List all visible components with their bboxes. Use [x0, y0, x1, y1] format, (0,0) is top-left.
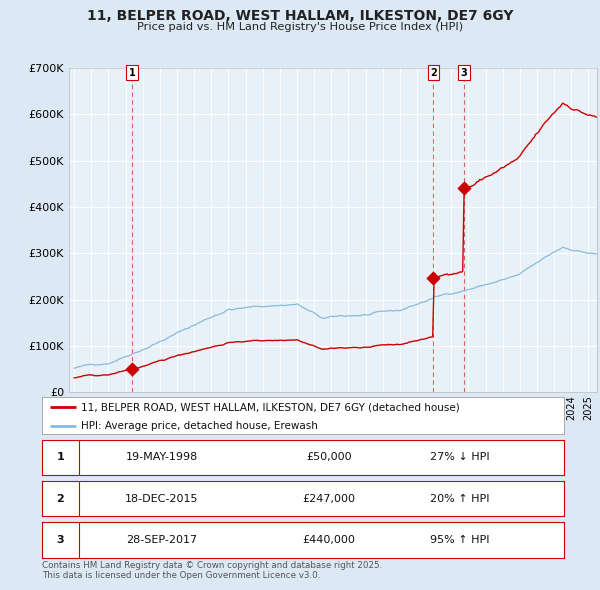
Text: HPI: Average price, detached house, Erewash: HPI: Average price, detached house, Erew…	[81, 421, 318, 431]
Text: 11, BELPER ROAD, WEST HALLAM, ILKESTON, DE7 6GY: 11, BELPER ROAD, WEST HALLAM, ILKESTON, …	[87, 9, 513, 23]
Text: 3: 3	[56, 535, 64, 545]
Text: 18-DEC-2015: 18-DEC-2015	[125, 494, 199, 503]
Text: 1: 1	[56, 453, 64, 462]
Point	[459, 183, 469, 193]
Text: 2: 2	[56, 494, 64, 503]
Point	[428, 273, 438, 283]
Text: 28-SEP-2017: 28-SEP-2017	[127, 535, 197, 545]
Text: Contains HM Land Registry data © Crown copyright and database right 2025.
This d: Contains HM Land Registry data © Crown c…	[42, 560, 382, 580]
Text: 95% ↑ HPI: 95% ↑ HPI	[430, 535, 490, 545]
Text: £247,000: £247,000	[302, 494, 356, 503]
Text: 19-MAY-1998: 19-MAY-1998	[126, 453, 198, 462]
Text: Price paid vs. HM Land Registry's House Price Index (HPI): Price paid vs. HM Land Registry's House …	[137, 22, 463, 32]
Text: £50,000: £50,000	[306, 453, 352, 462]
Text: 20% ↑ HPI: 20% ↑ HPI	[430, 494, 490, 503]
Text: 27% ↓ HPI: 27% ↓ HPI	[430, 453, 490, 462]
Text: 11, BELPER ROAD, WEST HALLAM, ILKESTON, DE7 6GY (detached house): 11, BELPER ROAD, WEST HALLAM, ILKESTON, …	[81, 403, 460, 412]
Text: 1: 1	[129, 68, 136, 78]
Text: 3: 3	[461, 68, 467, 78]
Text: £440,000: £440,000	[302, 535, 356, 545]
Text: 2: 2	[430, 68, 437, 78]
Point	[127, 365, 137, 374]
